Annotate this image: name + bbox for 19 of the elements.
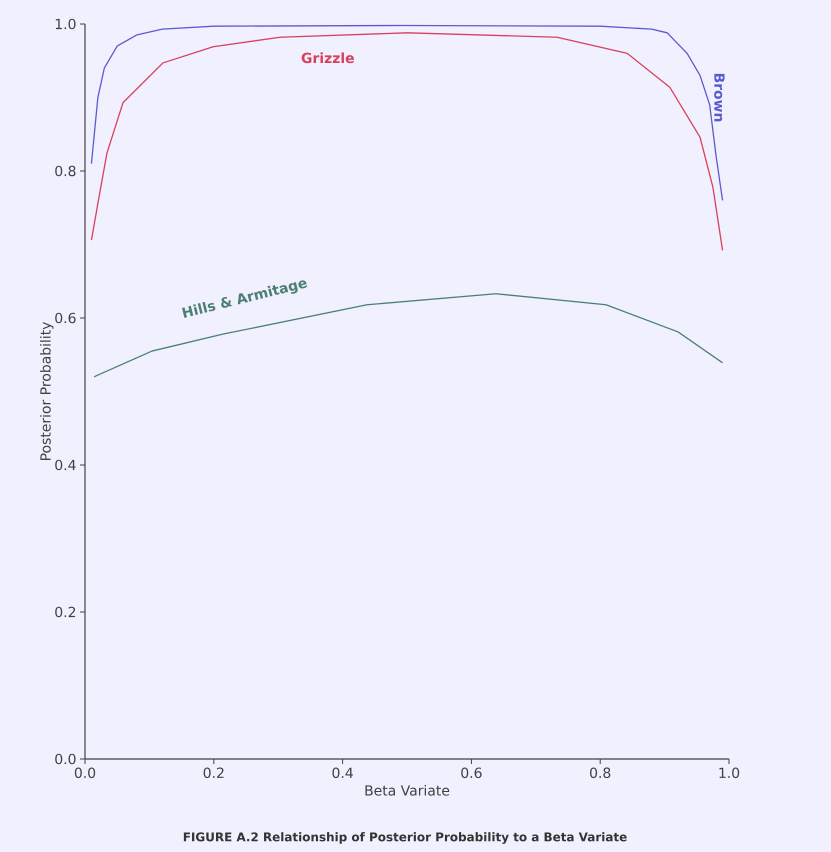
y-tick-label: 0.4: [55, 460, 76, 470]
series-label: Grizzle: [302, 52, 354, 64]
x-tick-label: 0.4: [332, 768, 353, 778]
x-tick-label: 0.2: [204, 768, 224, 778]
x-tick-label: 0.6: [461, 768, 482, 778]
y-tick-label: 1.0: [56, 18, 76, 30]
y-axis-title: Posterior Probability: [40, 322, 54, 460]
x-tick-label: 0.0: [74, 768, 96, 778]
x-axis-title: Beta Variate: [365, 784, 450, 796]
text: Brown: [714, 74, 725, 122]
y-tick-label: 0.2: [55, 606, 76, 618]
line-series: [90, 32, 724, 252]
x-tick-label: 1.0: [719, 768, 740, 778]
x-tick-label: 0.8: [590, 768, 610, 778]
y-tick-label: 0.8: [55, 166, 76, 176]
line-series: [90, 24, 724, 202]
y-tick-label: 0.0: [55, 754, 76, 764]
y-tick-label: 0.6: [55, 312, 76, 324]
text: FIGURE A.2 Relationship of Posterior Probability to a Beta Variate: [184, 832, 627, 844]
